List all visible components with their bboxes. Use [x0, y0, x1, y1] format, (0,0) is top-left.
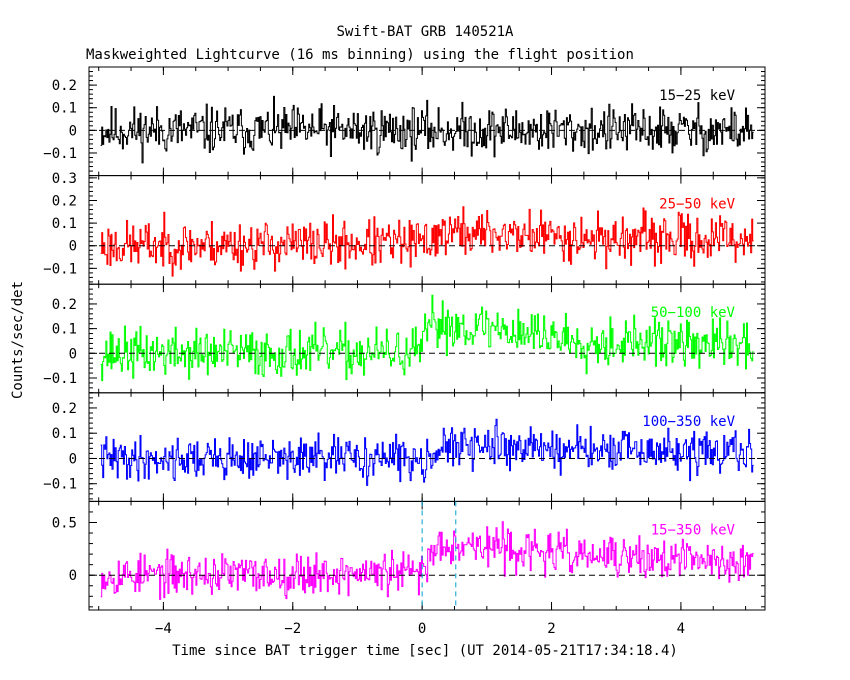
y-tick-label: 0.1 — [52, 101, 77, 117]
y-tick-label: −0.1 — [43, 261, 77, 277]
panel-1: −0.1 0 0.1 0.2 15−25 keV — [43, 66, 766, 177]
trigger-markers — [421, 501, 457, 610]
energy-band-label: 100−350 keV — [642, 414, 735, 430]
energy-band-label: 50−100 keV — [651, 305, 736, 321]
panel-frame — [88, 66, 766, 177]
panel-2: −0.1 0 0.1 0.2 0.3 25−50 keV — [43, 171, 766, 285]
panel-frame — [88, 500, 766, 611]
y-tick-label: 0.1 — [52, 216, 77, 232]
x-tick-labels: −4 −2 0 2 4 — [155, 621, 685, 637]
y-tick-label: 0 — [69, 346, 77, 362]
y-tick-label: 0.3 — [52, 171, 77, 187]
y-tick-label: 0.2 — [52, 401, 77, 417]
y-tick-label: 0.2 — [52, 193, 77, 209]
lightcurve-series — [100, 418, 754, 486]
y-tick-label: 0.2 — [52, 297, 77, 313]
x-tick-label: 2 — [547, 621, 555, 637]
x-tick-label: 4 — [677, 621, 685, 637]
figure-title: Swift-BAT GRB 140521A — [336, 24, 514, 40]
lightcurve-series — [100, 206, 754, 277]
figure-subtitle: Maskweighted Lightcurve (16 ms binning) … — [86, 47, 634, 63]
x-tick-label: −4 — [155, 621, 172, 637]
panel-4: −0.1 0 0.1 0.2 100−350 keV — [43, 392, 766, 502]
y-tick-label: 0.5 — [52, 515, 77, 531]
x-axis-label: Time since BAT trigger time [sec] (UT 20… — [172, 643, 678, 659]
y-axis-label: Counts/sec/det — [10, 281, 26, 399]
x-tick-label: −2 — [284, 621, 301, 637]
x-tick-label: 0 — [418, 621, 426, 637]
energy-band-label: 25−50 keV — [659, 197, 735, 213]
y-tick-label: −0.1 — [43, 146, 77, 162]
y-tick-label: 0.1 — [52, 322, 77, 338]
y-tick-label: 0.2 — [52, 78, 77, 94]
y-tick-label: 0 — [69, 239, 77, 255]
panel-5: 0 0.5 15−350 keV — [52, 500, 766, 611]
y-tick-label: 0 — [69, 123, 77, 139]
y-tick-label: 0.1 — [52, 426, 77, 442]
y-tick-label: 0 — [69, 568, 77, 584]
lightcurve-series — [100, 95, 754, 164]
energy-band-label: 15−25 keV — [659, 88, 735, 104]
y-tick-label: 0 — [69, 451, 77, 467]
lightcurve-series — [100, 294, 754, 382]
panels-group: −0.1 0 0.1 0.2 15−25 keV −0.1 0 0.1 0.2 0.3 25−50 … — [43, 66, 766, 611]
lightcurve-series — [100, 521, 754, 600]
energy-band-label: 15−350 keV — [651, 522, 736, 538]
y-tick-label: −0.1 — [43, 477, 77, 493]
panel-3: −0.1 0 0.1 0.2 50−100 keV — [43, 283, 766, 394]
y-tick-label: −0.1 — [43, 371, 77, 387]
